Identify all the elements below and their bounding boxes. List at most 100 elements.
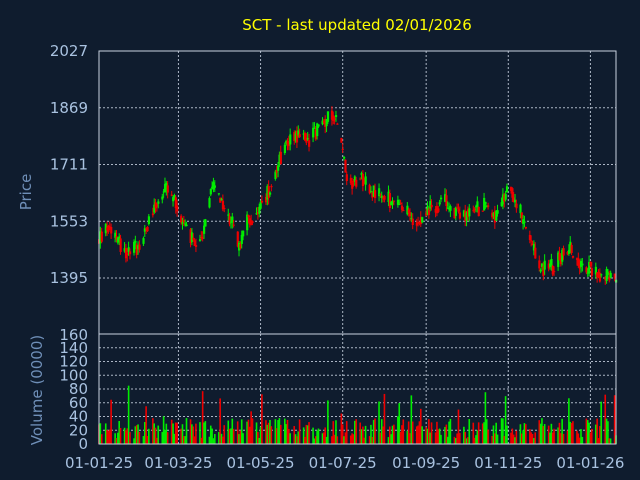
candle-body xyxy=(566,251,569,255)
candle-body xyxy=(534,247,537,259)
candle-body xyxy=(457,208,460,212)
candle-body xyxy=(493,211,497,223)
volume-bar xyxy=(538,420,541,444)
volume-bar xyxy=(406,430,409,444)
volume-bar xyxy=(172,423,174,444)
volume-bar xyxy=(242,433,244,444)
price-candles xyxy=(98,106,618,285)
candle-body xyxy=(522,219,525,224)
volume-bar xyxy=(220,433,223,444)
candle-body xyxy=(181,221,184,224)
volume-bar xyxy=(288,428,290,444)
volume-bar xyxy=(485,419,488,444)
volume-bar xyxy=(520,433,523,444)
volume-bar xyxy=(419,408,422,444)
volume-bar xyxy=(239,430,242,444)
candle-body xyxy=(371,192,374,198)
volume-bar xyxy=(352,434,355,444)
volume-bar xyxy=(247,419,250,444)
candle-body xyxy=(360,173,363,176)
volume-bar xyxy=(362,426,364,444)
candle-body xyxy=(157,201,160,204)
volume-bar xyxy=(165,423,168,444)
candle-body xyxy=(562,248,565,256)
volume-bar xyxy=(324,427,326,444)
candle-body xyxy=(305,137,308,143)
volume-bar xyxy=(503,436,506,444)
volume-bar xyxy=(306,425,309,444)
volume-bar xyxy=(542,426,545,444)
candle-body xyxy=(194,245,198,247)
volume-bar xyxy=(255,422,258,444)
candle-body xyxy=(227,214,230,216)
candle-body xyxy=(466,209,470,217)
volume-bar xyxy=(510,432,512,444)
volume-bar xyxy=(204,421,207,444)
candle-body xyxy=(430,204,433,208)
candle-body xyxy=(559,257,562,265)
volume-bar xyxy=(476,430,479,444)
candle-body xyxy=(118,236,121,242)
candle-body xyxy=(598,272,602,282)
candle-body xyxy=(200,236,203,238)
volume-bar xyxy=(481,423,484,444)
candle-body xyxy=(372,185,375,197)
volume-bar xyxy=(393,424,395,444)
candle-body xyxy=(104,223,107,234)
candle-body xyxy=(247,214,250,218)
candle-body xyxy=(608,276,611,281)
candle-body xyxy=(100,231,103,242)
volume-bar xyxy=(363,437,366,444)
candle-body xyxy=(549,263,552,268)
volume-bar xyxy=(277,420,279,444)
volume-bar xyxy=(200,437,203,444)
volume-bar xyxy=(279,424,282,444)
volume-bar xyxy=(162,416,165,444)
candle-body xyxy=(172,197,175,202)
volume-bar xyxy=(266,424,269,444)
volume-bar xyxy=(312,427,314,444)
volume-bar xyxy=(449,418,452,444)
candle-body xyxy=(484,201,487,205)
volume-bar xyxy=(344,432,347,444)
volume-bar xyxy=(511,428,514,444)
candle-body xyxy=(151,213,155,216)
price-axis-label: Price xyxy=(17,174,35,211)
volume-bar xyxy=(258,437,261,444)
candle-body xyxy=(523,221,526,223)
volume-bar xyxy=(446,436,449,444)
candle-body xyxy=(472,210,475,212)
volume-bar xyxy=(107,430,110,444)
candle-body xyxy=(184,223,187,225)
candle-body xyxy=(569,241,572,252)
volume-bar xyxy=(157,425,160,444)
candle-body xyxy=(228,216,231,225)
candle-body xyxy=(182,220,186,223)
candle-body xyxy=(509,187,513,191)
candle-body xyxy=(240,234,243,244)
volume-bar xyxy=(589,432,592,444)
volume-bar xyxy=(465,438,468,444)
volume-bar xyxy=(580,428,582,444)
volume-bar xyxy=(475,435,477,444)
volume-bar xyxy=(437,429,440,444)
candle-body xyxy=(192,237,195,240)
price-tick-label: 1869 xyxy=(50,99,88,117)
candle-body xyxy=(212,182,215,190)
volume-bar xyxy=(459,433,461,444)
volume-bar xyxy=(336,436,339,444)
volume-bar xyxy=(372,420,375,444)
candle-body xyxy=(532,243,536,251)
volume-bar xyxy=(477,422,480,444)
candle-body xyxy=(374,190,377,199)
volume-bar xyxy=(183,436,185,444)
candle-body xyxy=(242,230,245,237)
volume-bar xyxy=(164,429,166,444)
volume-bar xyxy=(566,430,569,444)
candle-body xyxy=(558,253,561,261)
candle-body xyxy=(135,244,138,255)
candle-body xyxy=(435,206,439,214)
candle-body xyxy=(166,185,169,193)
volume-bar xyxy=(156,437,158,444)
volume-bar xyxy=(374,418,376,444)
